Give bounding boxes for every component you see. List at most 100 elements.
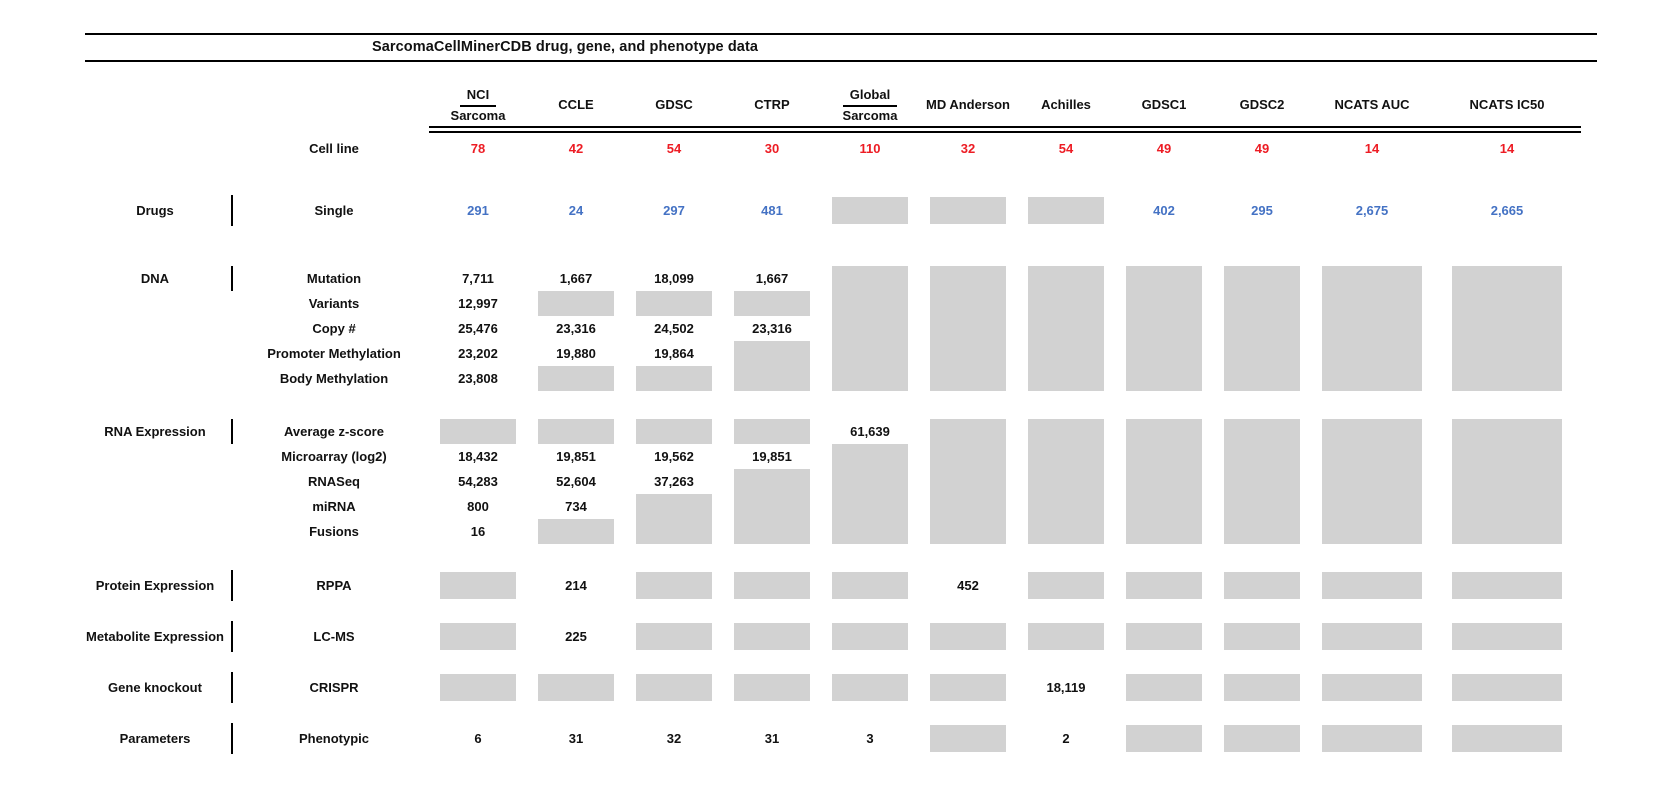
- value-cell: [1017, 419, 1115, 445]
- value-cell: [625, 570, 723, 601]
- value-number: 24,502: [654, 321, 694, 337]
- cell-line-count: 30: [764, 140, 780, 156]
- value-number: 2: [1062, 731, 1070, 747]
- category-label-parameters: Parameters: [119, 731, 191, 747]
- no-data-box: [919, 672, 1017, 703]
- no-data-box: [1311, 621, 1433, 652]
- no-data-box-fill: [636, 419, 712, 445]
- value-number: 19,851: [752, 449, 792, 465]
- value-cell: 16: [429, 519, 527, 544]
- section-separator-bar: [231, 621, 233, 653]
- no-data-box-fill: [1452, 291, 1562, 317]
- no-data-box: [1115, 494, 1213, 520]
- no-data-box: [919, 621, 1017, 652]
- no-data-box-fill: [1028, 341, 1104, 367]
- no-data-box: [821, 570, 919, 601]
- no-data-box: [1213, 366, 1311, 392]
- no-data-box-fill: [1224, 725, 1300, 753]
- value-cell: [1311, 621, 1433, 652]
- value-cell: [1017, 195, 1115, 226]
- row-label-mutation: Mutation: [306, 271, 362, 287]
- no-data-box: [723, 672, 821, 703]
- no-data-box-fill: [1126, 623, 1202, 651]
- no-data-box-fill: [1224, 316, 1300, 342]
- value-number: 295: [1251, 203, 1273, 219]
- value-cell: 19,880: [527, 341, 625, 366]
- cell-line-count: 42: [568, 140, 584, 156]
- value-number: 214: [565, 578, 587, 594]
- no-data-box-fill: [1126, 291, 1202, 317]
- value-cell: [919, 341, 1017, 367]
- category-label-rna-expression: RNA Expression: [104, 424, 206, 440]
- value-cell: 19,864: [625, 341, 723, 366]
- no-data-box: [1433, 494, 1581, 520]
- no-data-box: [1311, 316, 1433, 342]
- no-data-box-fill: [930, 419, 1006, 445]
- title-band: SarcomaCellMinerCDB drug, gene, and phen…: [85, 33, 1597, 62]
- no-data-box-fill: [1452, 572, 1562, 600]
- no-data-box-fill: [1028, 572, 1104, 600]
- no-data-box-fill: [832, 469, 908, 495]
- no-data-box-fill: [1452, 366, 1562, 392]
- no-data-box: [821, 291, 919, 317]
- value-cell: [1213, 316, 1311, 342]
- value-cell: 7,711: [429, 266, 527, 291]
- no-data-box: [527, 672, 625, 703]
- no-data-box-fill: [930, 725, 1006, 753]
- no-data-box: [821, 266, 919, 292]
- section-gene-knockout: Gene knockout CRISPR 18,119: [85, 672, 1669, 704]
- no-data-box-fill: [1028, 316, 1104, 342]
- no-data-box-fill: [1322, 469, 1422, 495]
- no-data-box-fill: [1322, 419, 1422, 445]
- no-data-box-fill: [1126, 674, 1202, 702]
- no-data-box: [1115, 621, 1213, 652]
- value-number: 12,997: [458, 296, 498, 312]
- value-cell: [1433, 316, 1581, 342]
- no-data-box-fill: [636, 572, 712, 600]
- value-cell: [1213, 341, 1311, 367]
- no-data-box: [821, 621, 919, 652]
- no-data-box-fill: [538, 419, 614, 445]
- no-data-box-fill: [930, 366, 1006, 392]
- column-header-ccle: CCLE: [527, 96, 625, 116]
- value-number: 452: [957, 578, 979, 594]
- no-data-box: [1017, 316, 1115, 342]
- value-cell: [625, 419, 723, 445]
- no-data-box-fill: [1224, 266, 1300, 292]
- no-data-box-fill: [1126, 316, 1202, 342]
- column-header-achilles: Achilles: [1017, 96, 1115, 116]
- no-data-box-fill: [1224, 366, 1300, 392]
- no-data-box: [821, 195, 919, 226]
- row-label-mirna: miRNA: [312, 499, 356, 515]
- value-cell: [429, 621, 527, 652]
- no-data-box-fill: [1452, 419, 1562, 445]
- value-cell: [919, 621, 1017, 652]
- no-data-box-fill: [930, 197, 1006, 225]
- no-data-box-fill: [636, 674, 712, 702]
- no-data-box: [919, 366, 1017, 392]
- no-data-box: [625, 570, 723, 601]
- header-double-rule: [429, 126, 1581, 134]
- no-data-box-fill: [1126, 494, 1202, 520]
- no-data-box: [1311, 494, 1433, 520]
- value-cell: [1311, 266, 1433, 292]
- no-data-box: [821, 444, 919, 470]
- section-separator-bar: [231, 723, 233, 755]
- value-cell: [1017, 366, 1115, 392]
- no-data-box-fill: [636, 519, 712, 545]
- value-number: 481: [761, 203, 783, 219]
- no-data-box-fill: [538, 291, 614, 317]
- value-cell: [821, 570, 919, 601]
- no-data-box: [919, 419, 1017, 445]
- no-data-box: [1433, 519, 1581, 545]
- no-data-box-fill: [538, 674, 614, 702]
- value-number: 23,202: [458, 346, 498, 362]
- no-data-box: [1213, 723, 1311, 754]
- value-cell: [723, 341, 821, 367]
- no-data-box: [821, 366, 919, 392]
- cell-line-count: 110: [859, 140, 881, 156]
- no-data-box-fill: [1322, 444, 1422, 470]
- no-data-box: [1311, 570, 1433, 601]
- value-cell: [1433, 444, 1581, 470]
- section-rna-expression: RNA Expression Average z-score 61,639 Micro…: [85, 419, 1669, 545]
